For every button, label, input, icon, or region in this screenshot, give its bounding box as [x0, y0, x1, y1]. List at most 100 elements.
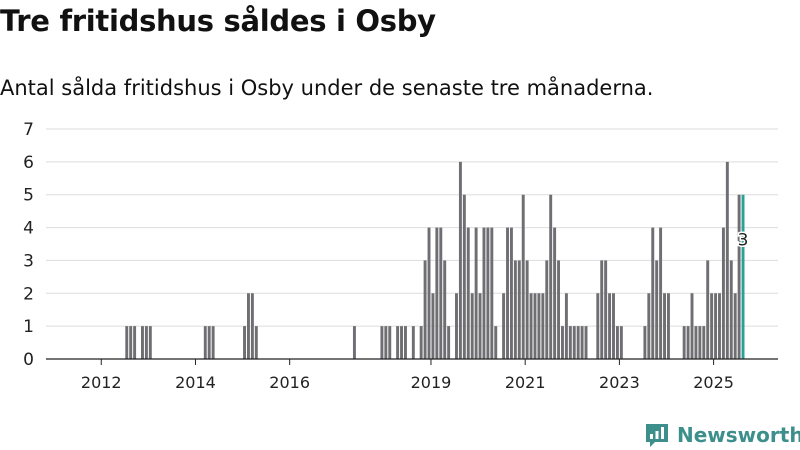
bar	[541, 293, 545, 359]
bar	[388, 326, 392, 359]
bar	[470, 293, 474, 359]
bar	[600, 260, 604, 359]
bar	[553, 227, 557, 359]
bar	[462, 194, 466, 359]
bar	[400, 326, 403, 359]
bar	[506, 227, 509, 359]
bar	[706, 260, 710, 359]
bar	[557, 260, 561, 359]
bar	[144, 326, 148, 359]
bar	[423, 260, 427, 359]
bar	[690, 293, 694, 359]
y-axis-ticks: 0 1 2 3 4 5 6 7	[23, 120, 34, 370]
bar	[447, 326, 451, 359]
bar	[494, 326, 498, 359]
bar	[411, 326, 415, 359]
bar	[384, 326, 388, 359]
data-label-latest: 3	[738, 230, 749, 250]
bar	[596, 293, 600, 359]
y-tick-label: 7	[23, 120, 34, 140]
bar	[474, 227, 478, 359]
bar	[427, 227, 431, 359]
bar	[721, 227, 725, 359]
data-labels: 3	[736, 229, 750, 252]
bar	[568, 326, 572, 359]
bar	[655, 260, 659, 359]
bar-highlight	[741, 194, 745, 359]
bar	[608, 293, 612, 359]
bar	[604, 260, 608, 359]
y-tick-label: 6	[23, 153, 34, 173]
bar	[466, 227, 470, 359]
bar	[564, 293, 568, 359]
bar	[490, 227, 494, 359]
bar	[612, 293, 615, 359]
bar	[404, 326, 407, 359]
bar	[529, 293, 533, 359]
bar	[729, 260, 733, 359]
bar	[572, 326, 576, 359]
chart-bubble-logo-icon	[646, 424, 668, 447]
bar	[659, 227, 663, 359]
y-tick-label: 0	[23, 350, 34, 370]
x-tick-label: 2016	[269, 373, 310, 392]
bar	[243, 326, 246, 359]
x-axis-ticks: 2012 2014 2016 2019 2021 2023 2025	[81, 359, 734, 392]
bar	[148, 326, 152, 359]
y-tick-label: 3	[23, 251, 34, 271]
y-tick-label: 1	[23, 317, 34, 337]
bar	[486, 227, 490, 359]
bar	[439, 227, 443, 359]
bar	[714, 293, 718, 359]
bar	[576, 326, 580, 359]
bar	[666, 293, 670, 359]
bar	[431, 293, 435, 359]
bar	[254, 326, 258, 359]
bar	[521, 194, 525, 359]
y-tick-label: 2	[23, 284, 34, 304]
bar	[694, 326, 698, 359]
bar	[435, 227, 439, 359]
bar	[647, 293, 651, 359]
bar	[619, 326, 623, 359]
bar	[545, 260, 549, 359]
bar	[725, 161, 729, 359]
bar	[702, 326, 706, 359]
x-tick-label: 2012	[81, 373, 122, 392]
brand: Newsworthy	[644, 420, 800, 450]
bar	[125, 326, 129, 359]
bar	[580, 326, 584, 359]
bar	[718, 293, 721, 359]
bar	[141, 326, 144, 359]
bar	[561, 326, 564, 359]
bar	[455, 293, 458, 359]
x-tick-label: 2014	[175, 373, 216, 392]
bar	[419, 326, 423, 359]
bar	[537, 293, 541, 359]
bar	[396, 326, 400, 359]
bar	[737, 194, 741, 359]
bar	[513, 260, 517, 359]
chart-subtitle: Antal sålda fritidshus i Osby under de s…	[0, 76, 654, 100]
bar	[698, 326, 702, 359]
bar	[458, 161, 462, 359]
bar	[710, 293, 714, 359]
bar	[502, 293, 506, 359]
bar	[663, 293, 666, 359]
bar	[549, 194, 553, 359]
bar	[584, 326, 588, 359]
bar	[686, 326, 690, 359]
bar	[250, 293, 254, 359]
bar	[517, 260, 521, 359]
bar	[482, 227, 486, 359]
bar	[478, 293, 482, 359]
bar	[643, 326, 647, 359]
bar	[615, 326, 619, 359]
bar	[651, 227, 655, 359]
bar	[509, 227, 513, 359]
bar	[203, 326, 207, 359]
bar	[533, 293, 537, 359]
x-tick-label: 2019	[411, 373, 452, 392]
chart-title: Tre fritidshus såldes i Osby	[0, 4, 436, 38]
bar	[443, 260, 447, 359]
